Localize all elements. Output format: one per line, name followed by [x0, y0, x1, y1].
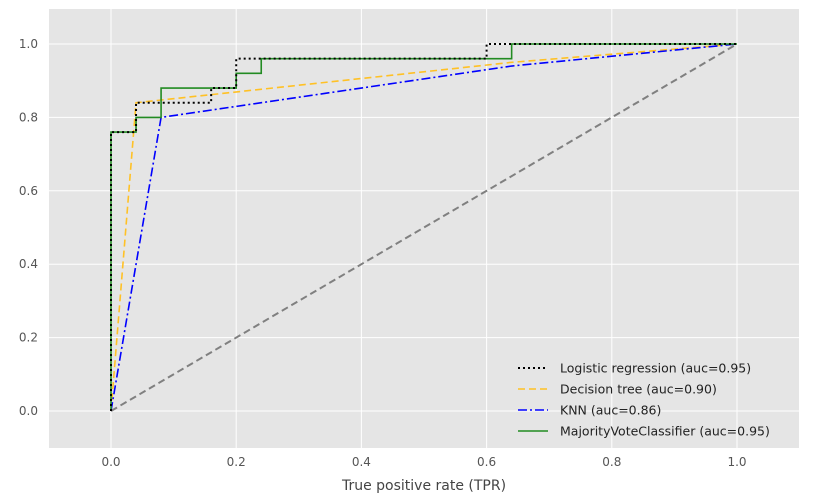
x-tick-label: 0.6 [477, 455, 496, 469]
series-line-3 [110, 43, 737, 411]
x-tick-labels: 0.0 0.2 0.4 0.6 0.8 1.0 [101, 455, 746, 469]
x-tick-label: 0.8 [602, 455, 621, 469]
y-tick-labels: 0.0 0.2 0.4 0.6 0.8 1.0 [19, 37, 38, 418]
y-tick-label: 0.8 [19, 110, 38, 124]
x-axis-label: True positive rate (TPR) [341, 478, 506, 494]
y-tick-label: 0.6 [19, 184, 38, 198]
legend-label-1: Decision tree (auc=0.90) [560, 382, 717, 397]
series-layer [110, 43, 738, 412]
series-line-1 [110, 43, 738, 412]
series-line-2 [110, 43, 738, 412]
y-tick-label: 1.0 [19, 37, 38, 51]
x-tick-label: 0.4 [352, 455, 371, 469]
legend-label-0: Logistic regression (auc=0.95) [560, 361, 751, 376]
x-tick-label: 0.0 [101, 455, 120, 469]
legend-label-2: KNN (auc=0.86) [560, 403, 661, 418]
y-tick-label: 0.2 [19, 331, 38, 345]
y-tick-label: 0.4 [19, 257, 38, 271]
y-tick-label: 0.0 [19, 404, 38, 418]
x-tick-label: 0.2 [227, 455, 246, 469]
legend-label-3: MajorityVoteClassifier (auc=0.95) [560, 424, 770, 439]
grid-lines [49, 9, 799, 448]
legend: Logistic regression (auc=0.95) Decision t… [518, 361, 770, 439]
x-tick-label: 1.0 [727, 455, 746, 469]
